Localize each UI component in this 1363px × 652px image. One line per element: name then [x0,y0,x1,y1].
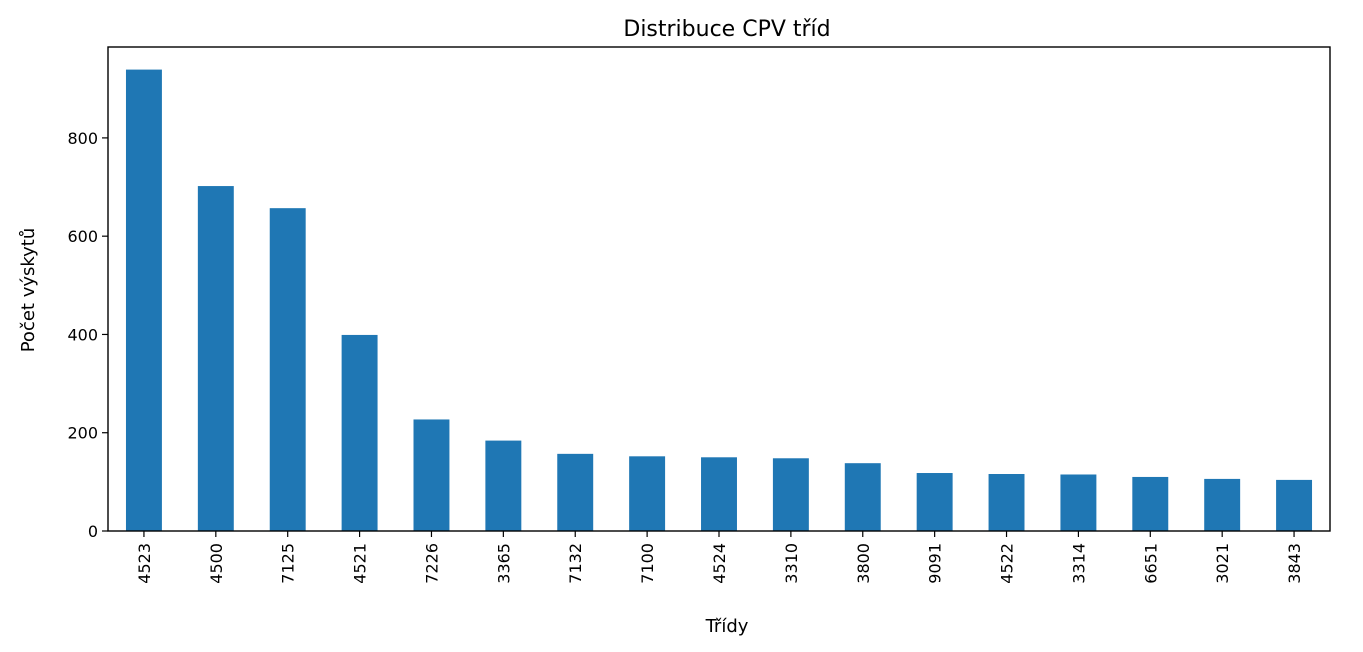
bar-4521 [341,334,378,531]
y-tick-label-800: 800 [67,129,98,148]
bar-7226 [413,419,450,531]
y-tick-label-200: 200 [67,424,98,443]
x-tick-label-7100: 7100 [638,543,657,584]
x-tick-label-3843: 3843 [1285,543,1304,584]
bar-4522 [988,474,1025,531]
bar-3310 [772,458,809,531]
bar-3843 [1276,479,1313,531]
y-tick-label-400: 400 [67,325,98,344]
bar-7132 [557,453,594,531]
x-tick-label-4524: 4524 [710,543,729,584]
bar-9091 [916,473,953,531]
bar-3800 [844,463,881,531]
bar-4500 [197,186,234,531]
x-tick-label-7226: 7226 [422,543,441,584]
bar-7125 [269,208,306,532]
bar-4524 [701,457,737,531]
x-tick-label-3314: 3314 [1069,543,1088,584]
x-tick-label-6651: 6651 [1141,543,1160,584]
y-tick-label-0: 0 [88,522,98,541]
y-tick-label-600: 600 [67,227,98,246]
x-tick-label-3800: 3800 [854,543,873,584]
y-axis: 0 200 400 600 800 [67,129,108,541]
x-tick-label-7125: 7125 [279,543,298,584]
x-tick-label-3365: 3365 [494,543,513,584]
bar-6651 [1132,476,1169,531]
x-tick-label-9091: 9091 [926,543,945,584]
x-tick-label-4500: 4500 [207,543,226,584]
x-tick-label-4523: 4523 [135,543,154,584]
x-axis: 4523 4500 7125 4521 7226 3365 7132 7100 4524 3310… [135,531,1304,584]
bar-7100 [629,456,666,531]
x-tick-label-3021: 3021 [1213,543,1232,584]
bar-3314 [1060,474,1097,531]
bars-group [125,69,1313,532]
y-axis-label: Počet výskytů [18,228,39,353]
x-tick-label-3310: 3310 [782,543,801,584]
chart-title: Distribuce CPV tříd [623,17,830,42]
x-axis-label: Třídy [705,616,749,637]
bar-3021 [1204,478,1241,531]
x-tick-label-4521: 4521 [351,543,370,584]
x-tick-label-7132: 7132 [566,543,585,584]
x-tick-label-4522: 4522 [998,543,1017,584]
bar-4523 [125,69,162,531]
bar-3365 [485,440,522,531]
